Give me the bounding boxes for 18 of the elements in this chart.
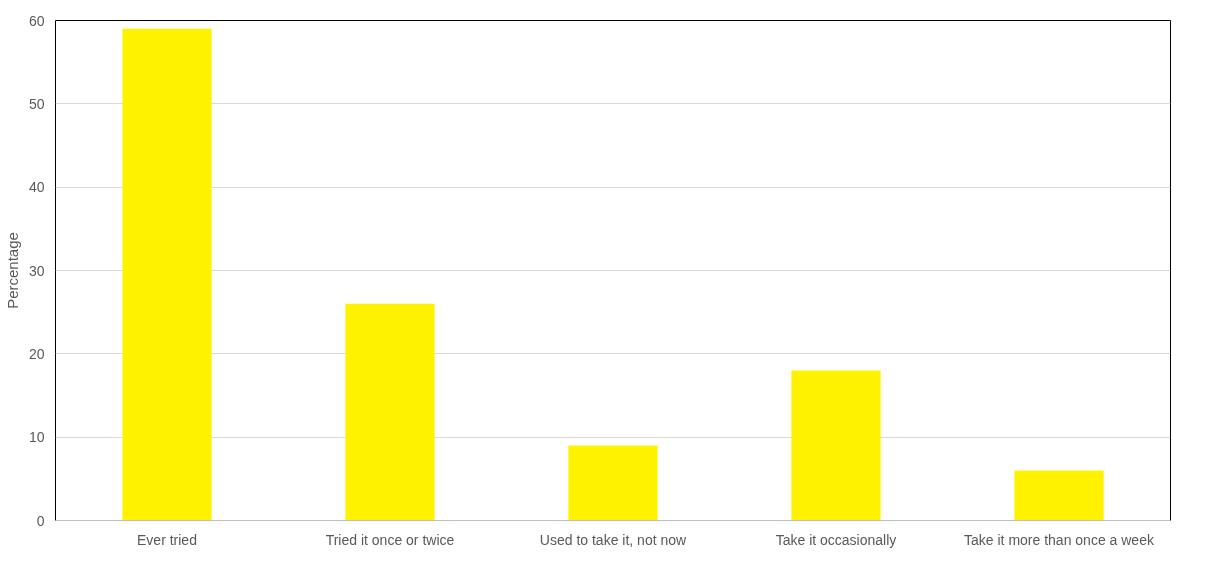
y-tick-label: 60 [28,12,45,29]
x-tick-label: Take it more than once a week [964,531,1155,548]
bar [791,370,881,521]
y-axis-title: Percentage [3,232,21,309]
y-tick-label: 0 [36,512,45,529]
y-tick-label: 10 [28,429,45,446]
x-tick-label: Take it occasionally [775,531,897,548]
x-tick-label: Tried it once or twice [325,531,455,548]
bar [122,28,212,521]
y-tick-label: 30 [28,262,45,279]
x-tick-label: Used to take it, not now [539,531,688,548]
y-tick-label: 40 [28,179,45,196]
x-tick-label: Ever tried [137,531,197,548]
bar [1014,470,1104,521]
bar [568,445,658,521]
y-tick-label: 20 [28,345,45,362]
bar [345,303,435,521]
y-tick-label: 50 [28,95,45,112]
